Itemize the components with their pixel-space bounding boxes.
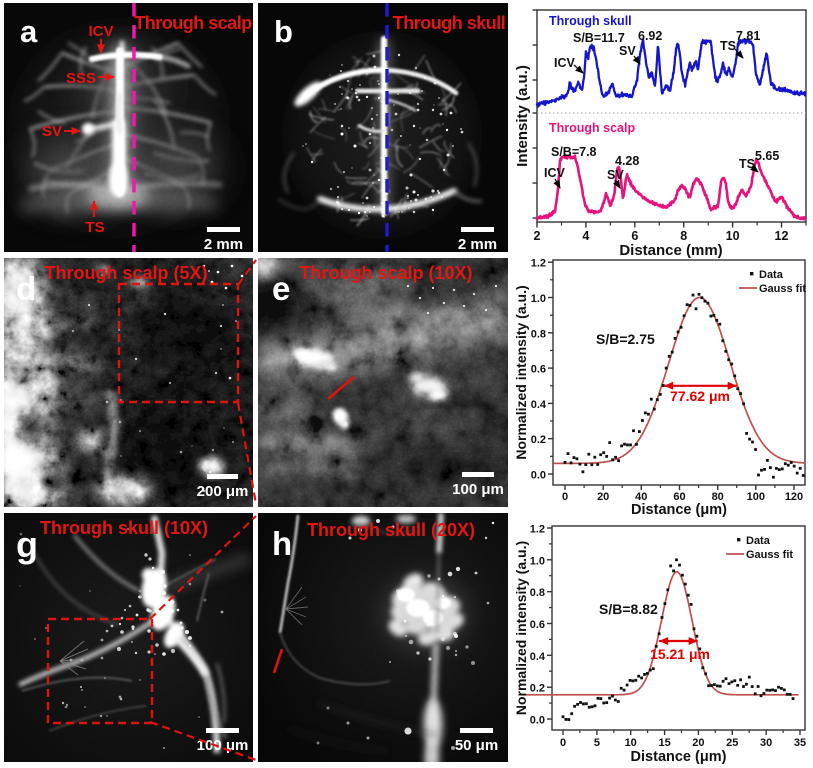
svg-text:e: e (272, 270, 290, 307)
svg-text:Through skull (20X): Through skull (20X) (307, 520, 475, 540)
svg-text:SV: SV (42, 123, 62, 140)
svg-text:TS: TS (739, 157, 755, 171)
svg-text:1.0: 1.0 (531, 293, 546, 305)
svg-text:Through scalp: Through scalp (549, 121, 635, 135)
svg-text:4.28: 4.28 (615, 154, 639, 168)
svg-text:b: b (274, 14, 293, 49)
svg-text:200 μm: 200 μm (197, 483, 249, 500)
svg-text:100 μm: 100 μm (452, 481, 504, 498)
svg-text:2 mm: 2 mm (458, 236, 497, 252)
svg-text:Through skull (10X): Through skull (10X) (40, 518, 208, 538)
svg-text:Normalized intensity (a.u.): Normalized intensity (a.u.) (515, 541, 529, 715)
svg-text:Intensity (a.u.): Intensity (a.u.) (515, 65, 531, 167)
svg-text:TS: TS (720, 39, 736, 53)
svg-text:Through skull: Through skull (393, 13, 506, 33)
svg-text:15: 15 (658, 737, 670, 749)
svg-text:77.62 μm: 77.62 μm (670, 388, 730, 404)
svg-text:1.0: 1.0 (530, 555, 545, 567)
svg-text:2: 2 (534, 229, 541, 243)
svg-text:Normalized intensity (a.u.): Normalized intensity (a.u.) (515, 285, 529, 459)
svg-text:2 mm: 2 mm (204, 236, 243, 252)
svg-text:a: a (20, 14, 38, 49)
svg-text:0.0: 0.0 (530, 715, 545, 727)
svg-text:S/B=2.75: S/B=2.75 (596, 331, 655, 347)
svg-text:Data: Data (746, 535, 771, 547)
svg-text:ICV: ICV (88, 23, 113, 40)
svg-text:ICV: ICV (554, 56, 576, 70)
svg-text:d: d (16, 270, 36, 307)
svg-text:80: 80 (712, 491, 724, 503)
svg-text:TS: TS (85, 219, 104, 236)
svg-text:0.4: 0.4 (530, 651, 546, 663)
svg-text:100: 100 (747, 491, 765, 503)
svg-text:Through scalp: Through scalp (134, 13, 252, 33)
svg-text:5: 5 (594, 737, 600, 749)
svg-text:Data: Data (759, 269, 784, 281)
svg-text:Gauss fit: Gauss fit (746, 549, 793, 561)
svg-text:50 μm: 50 μm (455, 737, 498, 754)
svg-text:0.2: 0.2 (530, 683, 545, 695)
svg-text:10: 10 (625, 737, 637, 749)
svg-text:S/B=11.7: S/B=11.7 (573, 31, 625, 45)
svg-text:20: 20 (597, 491, 609, 503)
svg-text:10: 10 (726, 229, 740, 243)
svg-text:5.65: 5.65 (755, 149, 779, 163)
svg-text:0.6: 0.6 (531, 364, 546, 376)
svg-text:20: 20 (692, 737, 704, 749)
svg-text:0: 0 (562, 491, 568, 503)
svg-text:Through scalp (5X): Through scalp (5X) (44, 263, 207, 283)
svg-text:40: 40 (635, 491, 647, 503)
svg-text:1.2: 1.2 (531, 258, 546, 270)
svg-text:Distance (μm): Distance (μm) (631, 502, 727, 518)
svg-text:Gauss fit: Gauss fit (759, 283, 806, 295)
svg-text:S/B=7.8: S/B=7.8 (551, 145, 597, 159)
svg-text:30: 30 (760, 737, 772, 749)
svg-text:Distance (mm): Distance (mm) (619, 242, 722, 258)
svg-text:Distance (μm): Distance (μm) (631, 749, 727, 765)
svg-text:SV: SV (607, 168, 624, 182)
svg-text:0.4: 0.4 (531, 399, 547, 411)
svg-text:60: 60 (673, 491, 685, 503)
svg-text:Through scalp (10X): Through scalp (10X) (299, 263, 472, 283)
svg-text:S/B=8.82: S/B=8.82 (599, 601, 658, 617)
svg-text:ICV: ICV (544, 166, 566, 180)
svg-text:4: 4 (582, 229, 589, 243)
svg-text:0.8: 0.8 (531, 328, 546, 340)
svg-text:SV: SV (619, 44, 636, 58)
svg-text:0: 0 (560, 737, 566, 749)
svg-text:0.8: 0.8 (530, 587, 545, 599)
svg-text:0.6: 0.6 (530, 619, 545, 631)
svg-text:15.21 μm: 15.21 μm (650, 646, 710, 662)
svg-text:SSS: SSS (66, 70, 96, 87)
svg-text:h: h (272, 525, 292, 562)
svg-text:7.81: 7.81 (736, 29, 760, 43)
svg-text:6.92: 6.92 (638, 29, 662, 43)
svg-text:35: 35 (794, 737, 806, 749)
svg-text:8: 8 (680, 229, 687, 243)
svg-text:100 μm: 100 μm (197, 737, 249, 754)
svg-text:12: 12 (775, 229, 789, 243)
svg-text:0.0: 0.0 (531, 470, 546, 482)
svg-text:6: 6 (631, 229, 638, 243)
svg-text:g: g (16, 524, 38, 565)
svg-text:120: 120 (785, 491, 803, 503)
svg-text:25: 25 (726, 737, 738, 749)
svg-text:Through skull: Through skull (549, 14, 632, 28)
svg-text:1.2: 1.2 (530, 524, 545, 536)
svg-text:0.2: 0.2 (531, 434, 546, 446)
